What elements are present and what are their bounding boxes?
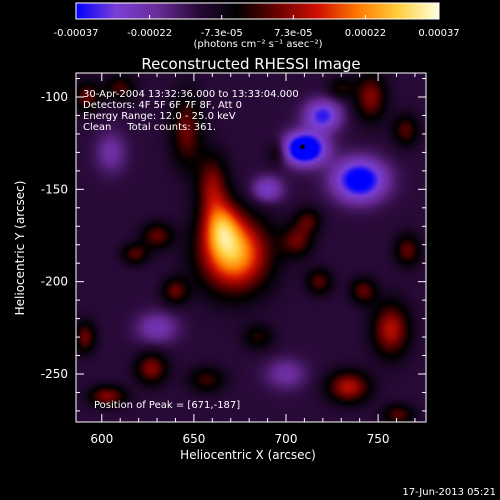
heatmap-image — [76, 73, 426, 422]
x-tick-label: 700 — [275, 432, 298, 446]
y-axis: -100 -150 -200 -250 — [41, 78, 426, 412]
x-axis-label: Heliocentric X (arcsec) — [180, 448, 316, 462]
colorbar-tick-label: 0.00037 — [418, 28, 459, 39]
annotation-clean-counts: Clean Total counts: 361. — [83, 122, 216, 133]
annotation-block: 30-Apr-2004 13:32:36.000 to 13:33:04.000… — [83, 89, 299, 133]
y-tick-label: -150 — [41, 182, 68, 196]
minimum-marker — [300, 144, 305, 150]
annotation-energy-range: Energy Range: 12.0 - 25.0 keV — [83, 111, 236, 122]
x-tick-label: 600 — [90, 432, 113, 446]
colorbar: -0.00037 -0.00022 -7.3e-05 7.3e-05 0.00022 0.… — [54, 2, 460, 50]
annotation-detectors: Detectors: 4F 5F 6F 7F 8F, Att 0 — [83, 100, 242, 111]
y-axis-label: Heliocentric Y (arcsec) — [13, 181, 27, 316]
x-axis: 600 650 700 750 — [90, 73, 416, 446]
peak-position-label: Position of Peak = [671,-187] — [94, 400, 240, 411]
chart-title: Reconstructed RHESSI Image — [141, 55, 360, 73]
colorbar-tick-label: 0.00022 — [345, 28, 386, 39]
colorbar-tick-label: -7.3e-05 — [201, 28, 243, 39]
y-tick-label: -100 — [41, 90, 68, 104]
colorbar-strip — [75, 2, 440, 20]
colorbar-tick-label: -0.00037 — [54, 28, 99, 39]
plot-frame — [75, 72, 427, 423]
generation-date: 17-Jun-2013 05:21 — [402, 487, 496, 498]
colorbar-ticks: -0.00037 -0.00022 -7.3e-05 7.3e-05 0.00022 0.… — [54, 15, 460, 39]
colorbar-tick-label: -0.00022 — [127, 28, 172, 39]
y-tick-label: -250 — [41, 367, 68, 381]
colorbar-tick-label: 7.3e-05 — [274, 28, 312, 39]
annotation-time-range: 30-Apr-2004 13:32:36.000 to 13:33:04.000 — [83, 89, 299, 100]
colorbar-unit-label: (photons cm⁻² s⁻¹ asec⁻²) — [193, 39, 322, 50]
x-tick-label: 650 — [182, 432, 205, 446]
x-tick-label: 750 — [367, 432, 390, 446]
y-tick-label: -200 — [41, 275, 68, 289]
